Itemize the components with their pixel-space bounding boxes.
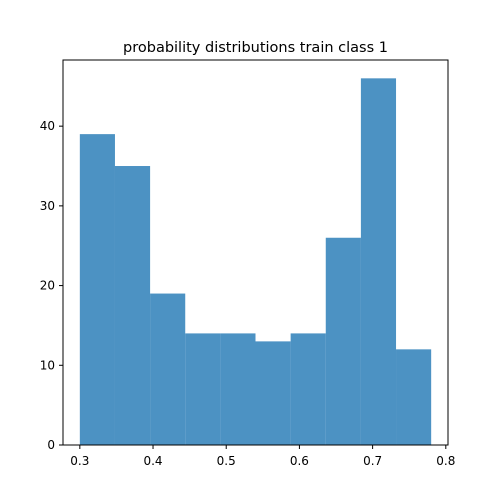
bars-group [79,78,432,445]
y-tick-label: 40 [40,119,55,133]
histogram-bar [79,134,115,445]
x-tick-label: 0.3 [70,454,89,468]
x-tick-label: 0.5 [217,454,236,468]
x-axis: 0.3 0.4 0.5 0.6 0.7 0.8 [70,445,455,468]
y-axis: 0 10 20 30 40 [40,119,63,452]
histogram-bar [360,78,397,445]
y-tick-label: 20 [40,279,55,293]
histogram-bar [150,293,186,445]
histogram-bar [185,333,221,445]
x-tick-label: 0.4 [143,454,162,468]
histogram-bar [220,333,256,445]
plot-frame [62,59,449,446]
x-tick-label: 0.7 [363,454,382,468]
y-tick-label: 10 [40,358,55,372]
histogram-bar [325,237,361,445]
histogram-bar [290,333,326,445]
y-tick-label: 30 [40,199,55,213]
x-tick-label: 0.8 [436,454,455,468]
histogram-bar [396,349,432,445]
histogram-bar [255,341,291,445]
x-tick-label: 0.6 [290,454,309,468]
chart-title: probability distributions train class 1 [123,40,388,56]
histogram-bar [114,166,151,445]
y-tick-label: 0 [47,438,55,452]
